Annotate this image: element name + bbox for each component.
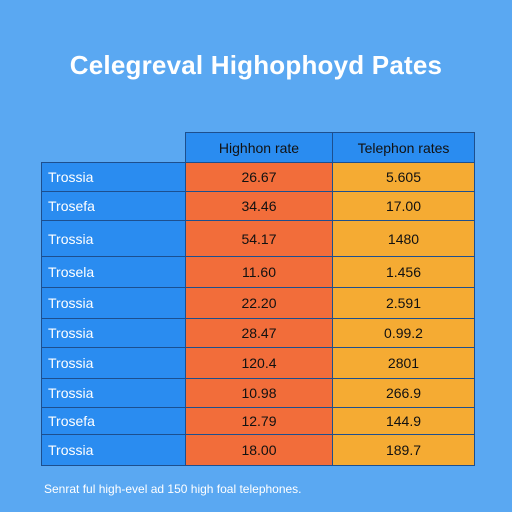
table-row: Trossia 22.20 2.591: [41, 287, 475, 319]
table-row: Trossia 18.00 189.7: [41, 434, 475, 466]
row-label-cell: Trossia: [41, 220, 186, 257]
highhon-rate-cell: 18.00: [185, 434, 333, 466]
header-cell-blank: [41, 132, 186, 163]
table-row: Trosefa 12.79 144.9: [41, 407, 475, 435]
header-cell-highhon-rate: Highhon rate: [185, 132, 333, 163]
telephon-rate-cell: 1480: [332, 220, 475, 257]
row-label-cell: Trossia: [41, 287, 186, 319]
highhon-rate-cell: 120.4: [185, 347, 333, 379]
row-label-cell: Trossia: [41, 378, 186, 408]
row-label-cell: Trossia: [41, 347, 186, 379]
telephon-rate-cell: 266.9: [332, 378, 475, 408]
footer-note: Senrat ful high-evel ad 150 high foal te…: [44, 482, 302, 496]
highhon-rate-cell: 10.98: [185, 378, 333, 408]
table-row: Trossia 28.47 0.99.2: [41, 318, 475, 348]
highhon-rate-cell: 12.79: [185, 407, 333, 435]
telephon-rate-cell: 5.605: [332, 162, 475, 192]
row-label-cell: Trossia: [41, 318, 186, 348]
data-table: Highhon rate Telephon rates Trossia 26.67…: [41, 132, 475, 466]
table-row: Trossia 10.98 266.9: [41, 378, 475, 408]
header-cell-telephon-rates: Telephon rates: [332, 132, 475, 163]
table-row: Trossia 54.17 1480: [41, 220, 475, 257]
highhon-rate-cell: 22.20: [185, 287, 333, 319]
telephon-rate-cell: 2801: [332, 347, 475, 379]
telephon-rate-cell: 1.456: [332, 256, 475, 288]
row-label-cell: Trosefa: [41, 191, 186, 221]
telephon-rate-cell: 2.591: [332, 287, 475, 319]
telephon-rate-cell: 144.9: [332, 407, 475, 435]
table-row: Trossia 26.67 5.605: [41, 162, 475, 192]
highhon-rate-cell: 11.60: [185, 256, 333, 288]
table-row: Trosela 11.60 1.456: [41, 256, 475, 288]
table-row: Trossia 120.4 2801: [41, 347, 475, 379]
telephon-rate-cell: 17.00: [332, 191, 475, 221]
table-body: Trossia 26.67 5.605 Trosefa 34.46 17.00 Trossi…: [41, 162, 475, 466]
row-label-cell: Trosefa: [41, 407, 186, 435]
header-row: Highhon rate Telephon rates: [41, 132, 475, 163]
chart-title: Celegreval Highophoyd Pates: [69, 50, 443, 80]
highhon-rate-cell: 34.46: [185, 191, 333, 221]
row-label-cell: Trosela: [41, 256, 186, 288]
table-row: Trosefa 34.46 17.00: [41, 191, 475, 221]
telephon-rate-cell: 189.7: [332, 434, 475, 466]
highhon-rate-cell: 28.47: [185, 318, 333, 348]
row-label-cell: Trossia: [41, 162, 186, 192]
highhon-rate-cell: 26.67: [185, 162, 333, 192]
telephon-rate-cell: 0.99.2: [332, 318, 475, 348]
row-label-cell: Trossia: [41, 434, 186, 466]
highhon-rate-cell: 54.17: [185, 220, 333, 257]
